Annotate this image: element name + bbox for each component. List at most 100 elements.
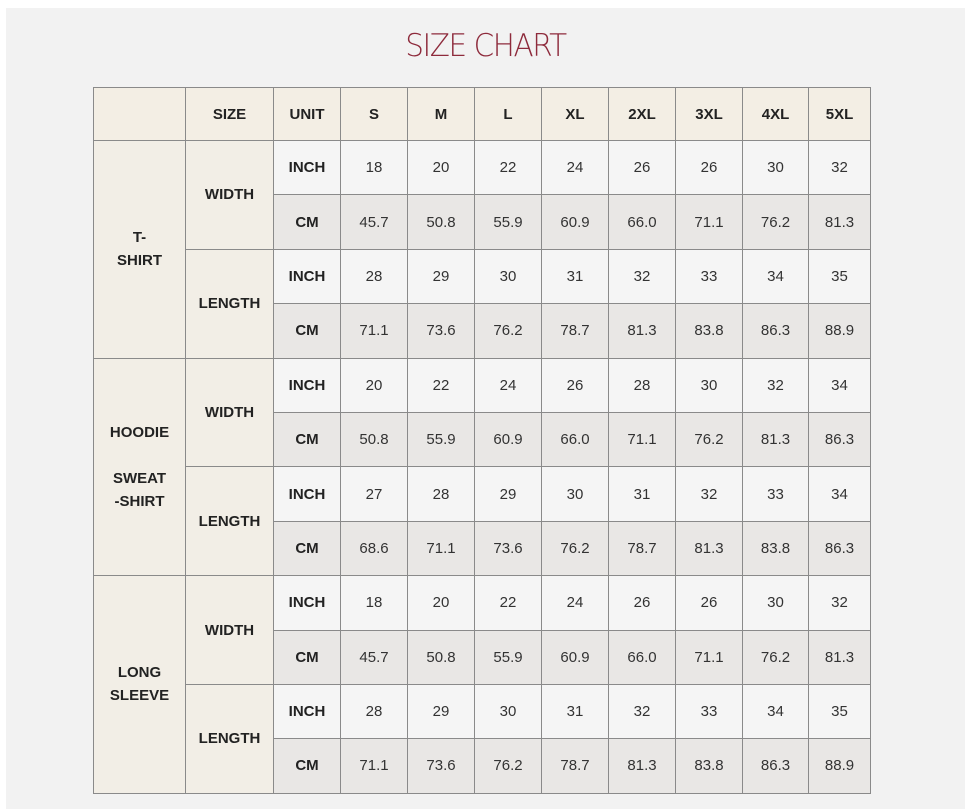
value-cell: 50.8 — [407, 629, 475, 685]
page-title: SIZE CHART — [405, 28, 567, 64]
value-cell: 22 — [474, 139, 542, 196]
value-cell: 26 — [541, 357, 609, 413]
value-cell: 71.1 — [340, 738, 408, 794]
value-cell: 88.9 — [808, 303, 871, 359]
value-cell: 20 — [407, 139, 475, 196]
value-cell: 73.6 — [407, 738, 475, 794]
header-size-5xl: 5XL — [808, 87, 871, 141]
value-cell: 86.3 — [808, 520, 871, 577]
value-cell: 30 — [742, 139, 809, 196]
value-cell: 33 — [742, 466, 809, 522]
value-cell: 83.8 — [675, 738, 743, 794]
category-cell: LONG SLEEVE — [93, 575, 186, 794]
value-cell: 22 — [474, 575, 542, 631]
header-size-s: S — [340, 87, 408, 141]
value-cell: 55.9 — [474, 194, 542, 250]
unit-label: INCH — [273, 139, 341, 196]
value-cell: 81.3 — [608, 738, 676, 794]
value-cell: 18 — [340, 139, 408, 196]
measure-label: WIDTH — [185, 575, 274, 685]
unit-label: INCH — [273, 248, 341, 305]
header-size-2xl: 2XL — [608, 87, 676, 141]
category-label: SLEEVE — [109, 687, 170, 705]
header-size-3xl: 3XL — [675, 87, 743, 141]
value-cell: 60.9 — [541, 629, 609, 685]
value-cell: 20 — [407, 575, 475, 631]
value-cell: 20 — [340, 357, 408, 413]
measure-label: LENGTH — [185, 683, 274, 794]
measure-label: WIDTH — [185, 357, 274, 468]
unit-label: INCH — [273, 466, 341, 522]
value-cell: 34 — [808, 357, 871, 413]
value-cell: 32 — [742, 357, 809, 413]
value-cell: 30 — [474, 683, 542, 740]
value-cell: 81.3 — [808, 194, 871, 250]
unit-label: INCH — [273, 357, 341, 413]
value-cell: 30 — [541, 466, 609, 522]
value-cell: 71.1 — [675, 194, 743, 250]
value-cell: 33 — [675, 248, 743, 305]
value-cell: 27 — [340, 466, 408, 522]
unit-label: CM — [273, 194, 341, 250]
unit-label: INCH — [273, 575, 341, 631]
value-cell: 60.9 — [474, 411, 542, 468]
table-row: CM 71.1 73.6 76.2 78.7 81.3 83.8 86.3 88.9 — [94, 738, 871, 794]
value-cell: 76.2 — [742, 629, 809, 685]
value-cell: 29 — [407, 683, 475, 740]
value-cell: 31 — [541, 683, 609, 740]
value-cell: 76.2 — [541, 520, 609, 577]
measure-label: LENGTH — [185, 466, 274, 577]
value-cell: 66.0 — [541, 411, 609, 468]
unit-label: CM — [273, 411, 341, 468]
table-row: T- SHIRT WIDTH INCH 18 20 22 24 26 26 30 32 — [93, 139, 871, 359]
header-unit: UNIT — [273, 87, 341, 141]
value-cell: 71.1 — [608, 411, 676, 468]
value-cell: 81.3 — [675, 520, 743, 577]
table-row: CM 45.7 50.8 55.9 60.9 66.0 71.1 76.2 81.3 — [94, 194, 871, 250]
value-cell: 86.3 — [808, 411, 871, 468]
category-label: -SHIRT — [114, 492, 165, 510]
value-cell: 28 — [340, 248, 408, 305]
value-cell: 32 — [808, 575, 871, 631]
value-cell: 30 — [675, 357, 743, 413]
value-cell: 24 — [474, 357, 542, 413]
header-size: SIZE — [185, 87, 274, 141]
table-row: LENGTH INCH 28 29 30 31 32 33 34 35 — [94, 248, 871, 359]
category-label: SHIRT — [117, 252, 162, 270]
value-cell: 45.7 — [340, 194, 408, 250]
header-corner — [93, 87, 186, 141]
unit-label: CM — [273, 520, 341, 577]
value-cell: 71.1 — [675, 629, 743, 685]
value-cell: 78.7 — [541, 303, 609, 359]
value-cell: 35 — [808, 248, 871, 305]
measure-label: LENGTH — [185, 248, 274, 359]
value-cell: 22 — [407, 357, 475, 413]
value-cell: 29 — [474, 466, 542, 522]
value-cell: 33 — [675, 683, 743, 740]
table-row: LENGTH INCH 27 28 29 30 31 32 33 34 — [94, 466, 871, 577]
value-cell: 73.6 — [474, 520, 542, 577]
table-row: CM 68.6 71.1 73.6 76.2 78.7 81.3 83.8 86.3 — [94, 520, 871, 577]
header-size-4xl: 4XL — [742, 87, 809, 141]
value-cell: 28 — [407, 466, 475, 522]
value-cell: 32 — [608, 683, 676, 740]
value-cell: 55.9 — [407, 411, 475, 468]
value-cell: 71.1 — [407, 520, 475, 577]
header-size-xl: XL — [541, 87, 609, 141]
unit-label: INCH — [273, 683, 341, 740]
unit-label: CM — [273, 738, 341, 794]
value-cell: 28 — [608, 357, 676, 413]
category-label: T- — [132, 229, 147, 247]
value-cell: 60.9 — [541, 194, 609, 250]
value-cell: 76.2 — [675, 411, 743, 468]
category-cell: HOODIE SWEAT -SHIRT — [93, 357, 186, 577]
value-cell: 68.6 — [340, 520, 408, 577]
value-cell: 83.8 — [742, 520, 809, 577]
value-cell: 88.9 — [808, 738, 871, 794]
value-cell: 73.6 — [407, 303, 475, 359]
value-cell: 78.7 — [608, 520, 676, 577]
value-cell: 86.3 — [742, 738, 809, 794]
value-cell: 26 — [675, 139, 743, 196]
header-size-l: L — [474, 87, 542, 141]
unit-label: CM — [273, 303, 341, 359]
